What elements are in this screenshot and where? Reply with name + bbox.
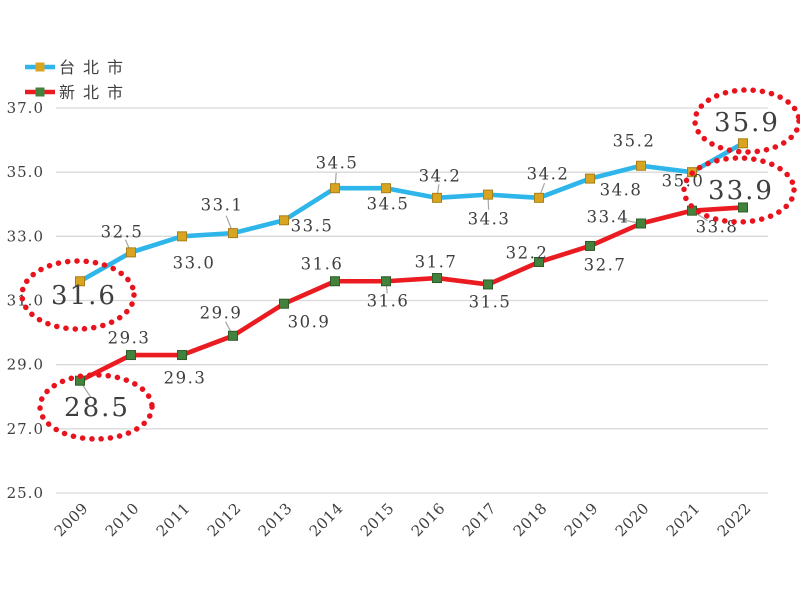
data-label: 34.5 xyxy=(367,195,410,214)
data-point-marker xyxy=(585,240,595,251)
data-point-marker xyxy=(534,257,544,267)
data-label: 32.5 xyxy=(101,223,144,242)
series-line-new-taipei xyxy=(77,205,746,384)
highlighted-data-label: 35.9 xyxy=(714,108,780,138)
x-axis-tick-label: 2016 xyxy=(408,499,449,540)
x-axis-tick-label: 2014 xyxy=(306,499,347,540)
highlight-ellipse xyxy=(37,372,155,442)
data-label: 32.2 xyxy=(506,244,549,263)
x-axis-tick-label: 2009 xyxy=(51,499,92,540)
data-label: 35.0 xyxy=(662,172,705,191)
data-point-marker xyxy=(75,276,85,287)
legend-label-new-taipei: 新北市 xyxy=(59,83,131,102)
data-label: 29.9 xyxy=(200,304,243,323)
x-axis-tick-label: 2012 xyxy=(204,499,245,540)
highlighted-data-label: 28.5 xyxy=(64,393,130,423)
data-point-marker xyxy=(177,350,187,361)
highlight-layer xyxy=(19,87,800,442)
data-point-marker xyxy=(738,202,748,213)
data-label: 29.3 xyxy=(164,369,207,388)
data-point-marker xyxy=(534,192,544,203)
data-point-marker xyxy=(432,192,442,203)
data-label: 30.9 xyxy=(288,313,331,332)
legend-marker-new-taipei xyxy=(35,87,45,97)
data-label: 34.2 xyxy=(419,167,462,186)
data-label: 31.6 xyxy=(301,255,344,274)
data-point-marker xyxy=(432,273,442,284)
data-point-marker xyxy=(636,218,646,229)
legend-label-taipei: 台北市 xyxy=(59,58,131,77)
x-axis-tick-label: 2011 xyxy=(153,499,194,540)
highlighted-data-label: 33.9 xyxy=(708,176,774,206)
y-axis-tick-label: 29.0 xyxy=(7,356,44,374)
data-point-marker xyxy=(483,279,493,290)
data-label: 33.0 xyxy=(173,254,216,273)
series-line-taipei xyxy=(77,140,746,284)
data-label: 35.2 xyxy=(613,132,656,151)
y-axis-tick-label: 37.0 xyxy=(7,99,44,117)
data-label: 34.8 xyxy=(600,181,643,200)
x-axis-tick-label: 2015 xyxy=(357,499,398,540)
x-axis-tick-label: 2020 xyxy=(612,499,653,540)
data-label: 33.4 xyxy=(587,208,630,227)
y-axis-tick-label: 25.0 xyxy=(7,484,44,502)
data-point-marker xyxy=(738,138,748,149)
data-point-marker xyxy=(483,189,493,200)
x-axis-tick-label: 2010 xyxy=(102,499,143,540)
x-axis-tick-label: 2021 xyxy=(663,499,704,540)
gridlines-layer xyxy=(56,107,768,494)
data-label: 31.5 xyxy=(469,293,512,312)
data-point-marker xyxy=(636,160,646,171)
legend-item-taipei: 台北市 xyxy=(25,58,131,77)
x-axis-tick-label: 2013 xyxy=(255,499,296,540)
x-axis-tick-label: 2017 xyxy=(459,499,500,540)
data-point-marker xyxy=(228,228,238,239)
y-axis-tick-label: 27.0 xyxy=(7,420,44,438)
legend: 台北市 新北市 xyxy=(25,58,131,102)
highlight-ellipse xyxy=(19,258,137,332)
data-point-marker xyxy=(228,330,238,341)
data-label: 31.7 xyxy=(415,253,458,272)
data-point-marker xyxy=(279,298,289,309)
data-label: 32.7 xyxy=(584,256,627,275)
legend-marker-taipei xyxy=(35,62,45,72)
legend-item-new-taipei: 新北市 xyxy=(25,83,131,102)
data-point-marker xyxy=(330,183,340,194)
y-axis-tick-label: 33.0 xyxy=(7,227,44,245)
data-labels-layer: 31.6 32.5 33.0 33.1 33.5 34.5 34.5 34.2 34.3 34.2… xyxy=(51,108,780,423)
data-label: 33.5 xyxy=(291,217,334,236)
highlighted-data-label: 31.6 xyxy=(51,281,117,311)
data-label: 33.1 xyxy=(201,196,244,215)
data-point-marker xyxy=(279,215,289,226)
y-axis-tick-label: 31.0 xyxy=(7,292,44,310)
data-label: 34.2 xyxy=(527,165,570,184)
data-label: 34.5 xyxy=(316,154,359,173)
highlight-ellipse xyxy=(681,155,797,225)
y-axis-tick-label: 35.0 xyxy=(7,163,44,181)
data-point-marker xyxy=(330,276,340,287)
data-point-marker xyxy=(177,231,187,242)
data-label: 34.3 xyxy=(468,210,511,229)
x-axis-tick-label: 2022 xyxy=(714,499,755,540)
highlight-ellipse xyxy=(692,87,800,155)
x-axis-tick-label: 2018 xyxy=(510,499,551,540)
data-point-marker xyxy=(585,173,595,184)
data-point-marker xyxy=(381,183,391,194)
data-point-marker xyxy=(126,350,136,361)
data-label: 29.3 xyxy=(108,329,151,348)
data-point-marker xyxy=(126,247,136,258)
x-axis-tick-label: 2019 xyxy=(561,499,602,540)
data-label: 31.6 xyxy=(367,292,410,311)
data-point-marker xyxy=(381,276,391,287)
